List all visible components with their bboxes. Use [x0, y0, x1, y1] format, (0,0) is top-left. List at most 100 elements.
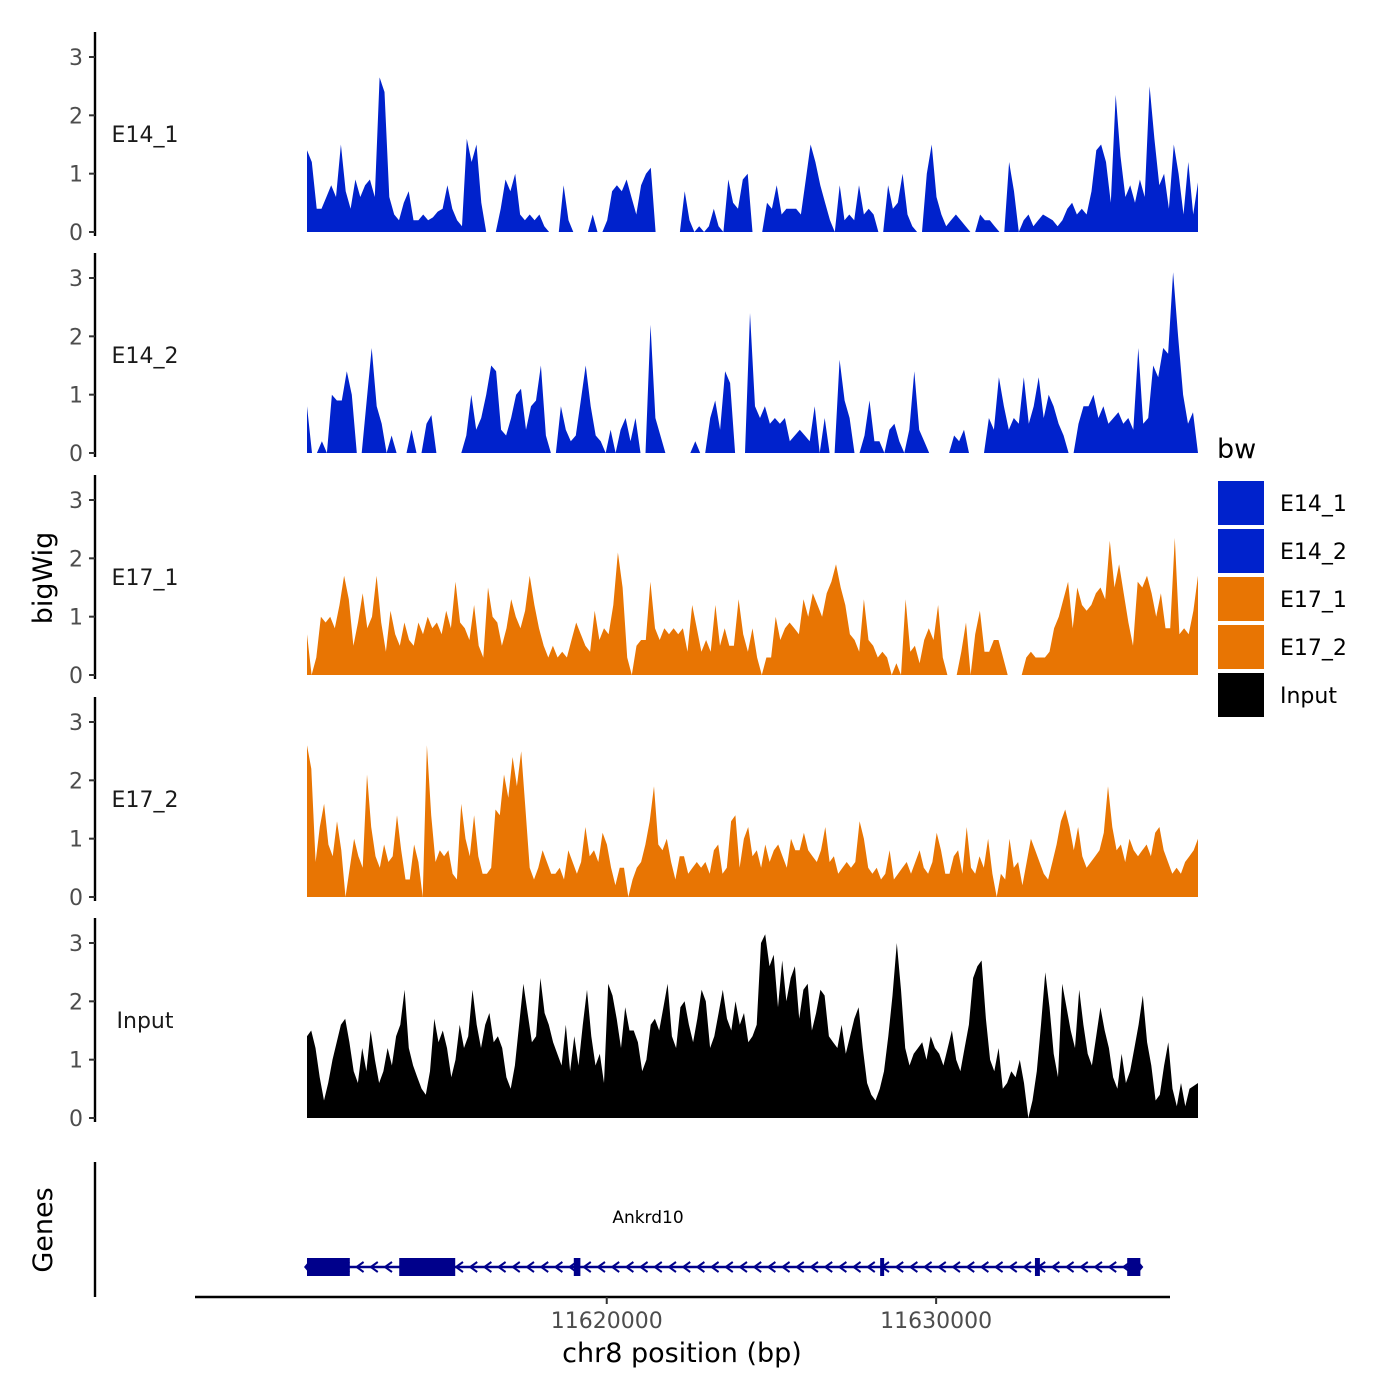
track-panel-Input: 0 1 2 3 Input: [69, 918, 1198, 1132]
gene-track: Ankrd10: [303, 1208, 1144, 1276]
strand-arrow-icon: [681, 1261, 691, 1273]
strand-arrow-icon: [638, 1261, 649, 1273]
legend-item: E17_2: [1218, 625, 1347, 669]
track-panel-E14_2: 0 1 2 3 E14_2: [69, 253, 1198, 467]
gene-Ankrd10: Ankrd10: [303, 1208, 1144, 1276]
x-tick-label: 11630000: [880, 1309, 992, 1334]
y-tick-label: 3: [69, 489, 83, 514]
strand-arrow-icon: [624, 1261, 634, 1273]
strand-arrow-icon: [908, 1261, 918, 1273]
y-tick-label: 3: [69, 711, 83, 736]
gene-exon: [573, 1258, 581, 1276]
legend-label: E14_2: [1280, 540, 1347, 565]
strand-arrow-icon: [851, 1261, 862, 1273]
strand-arrow-icon: [596, 1261, 606, 1273]
strand-arrow-icon: [1050, 1261, 1060, 1273]
y-tick-label: 2: [69, 547, 83, 572]
strand-arrow-icon: [951, 1261, 961, 1273]
strand-arrow-icon: [1008, 1261, 1018, 1273]
track-label: E14_2: [112, 344, 179, 369]
x-tick-label: 11620000: [551, 1309, 663, 1334]
legend-swatch: [1218, 481, 1264, 525]
y-tick-label: 2: [69, 990, 83, 1015]
legend-item: E17_1: [1218, 577, 1347, 621]
strand-arrow-icon: [993, 1261, 1004, 1273]
legend-item: Input: [1218, 673, 1337, 717]
strand-arrow-icon: [1022, 1261, 1032, 1273]
y-tick-label: 3: [69, 46, 83, 71]
legend-label: E14_1: [1280, 492, 1347, 517]
strand-arrow-icon: [468, 1261, 478, 1273]
y-tick-label: 1: [69, 606, 83, 631]
gene-exon: [306, 1258, 350, 1276]
strand-arrow-icon: [1107, 1261, 1117, 1273]
strand-arrow-icon: [695, 1261, 705, 1273]
strand-arrow-icon: [1093, 1261, 1103, 1273]
legend-swatch: [1218, 625, 1264, 669]
strand-arrow-icon: [823, 1261, 833, 1273]
legend-label: Input: [1280, 684, 1337, 709]
strand-arrow-icon: [979, 1261, 989, 1273]
legend-swatch: [1218, 577, 1264, 621]
y-tick-label: 2: [69, 769, 83, 794]
strand-arrow-icon: [354, 1261, 365, 1273]
y-tick-label: 0: [69, 886, 83, 911]
strand-arrow-icon: [525, 1261, 535, 1273]
track-panels: 0 1 2 3 E14_1 0 1 2 3 E14_2 0 1 2 3 E17_1 0 1 2 3 E17_2 0 1 2 3…: [69, 32, 1198, 1132]
y-tick-label: 3: [69, 267, 83, 292]
strand-arrow-icon: [383, 1261, 393, 1273]
gene-exon: [1127, 1258, 1141, 1276]
strand-arrow-icon: [369, 1261, 379, 1273]
gene-exon: [880, 1258, 885, 1276]
legend-swatch: [1218, 529, 1264, 573]
strand-arrow-icon: [866, 1261, 876, 1273]
genes-panel-title: Genes: [28, 1187, 59, 1272]
legend-label: E17_1: [1280, 588, 1347, 613]
strand-arrow-icon: [922, 1261, 933, 1273]
strand-arrow-icon: [496, 1261, 507, 1273]
legend-label: E17_2: [1280, 636, 1347, 661]
strand-arrow-icon: [553, 1261, 563, 1273]
track-label: E17_2: [112, 788, 179, 813]
y-tick-label: 0: [69, 664, 83, 689]
y-tick-label: 1: [69, 828, 83, 853]
track-panel-E17_1: 0 1 2 3 E17_1: [69, 475, 1198, 689]
strand-arrow-icon: [610, 1261, 620, 1273]
strand-arrow-icon: [653, 1261, 663, 1273]
coverage-area-Input: [307, 934, 1198, 1118]
strand-arrow-icon: [454, 1261, 464, 1273]
y-tick-label: 0: [69, 442, 83, 467]
gene-exon: [1034, 1258, 1040, 1276]
strand-arrow-icon: [766, 1261, 776, 1273]
strand-arrow-icon: [795, 1261, 805, 1273]
y-tick-label: 1: [69, 163, 83, 188]
strand-arrow-icon: [667, 1261, 677, 1273]
strand-arrow-icon: [539, 1261, 549, 1273]
track-panel-E17_2: 0 1 2 3 E17_2: [69, 697, 1198, 911]
gene-end-cap: [303, 1261, 309, 1273]
strand-arrow-icon: [709, 1261, 720, 1273]
strand-arrow-icon: [511, 1261, 521, 1273]
strand-arrow-icon: [965, 1261, 975, 1273]
gene-exon: [399, 1258, 456, 1276]
strand-arrow-icon: [482, 1261, 492, 1273]
y-tick-label: 0: [69, 1107, 83, 1132]
strand-arrow-icon: [780, 1261, 791, 1273]
y-tick-label: 2: [69, 325, 83, 350]
strand-arrow-icon: [894, 1261, 904, 1273]
coverage-area-E17_2: [307, 745, 1198, 897]
legend-item: E14_1: [1218, 481, 1347, 525]
strand-arrow-icon: [724, 1261, 734, 1273]
coverage-area-E14_1: [307, 77, 1198, 233]
coverage-area-E14_2: [307, 272, 1198, 453]
track-panel-E14_1: 0 1 2 3 E14_1: [69, 32, 1198, 246]
gene-name-label: Ankrd10: [612, 1208, 683, 1228]
x-axis-ticks: 11620000 11630000: [551, 1297, 992, 1334]
strand-arrow-icon: [809, 1261, 819, 1273]
y-axis-title: bigWig: [28, 532, 59, 625]
strand-arrow-icon: [738, 1261, 748, 1273]
strand-arrow-icon: [937, 1261, 947, 1273]
y-tick-label: 3: [69, 932, 83, 957]
y-tick-label: 0: [69, 221, 83, 246]
